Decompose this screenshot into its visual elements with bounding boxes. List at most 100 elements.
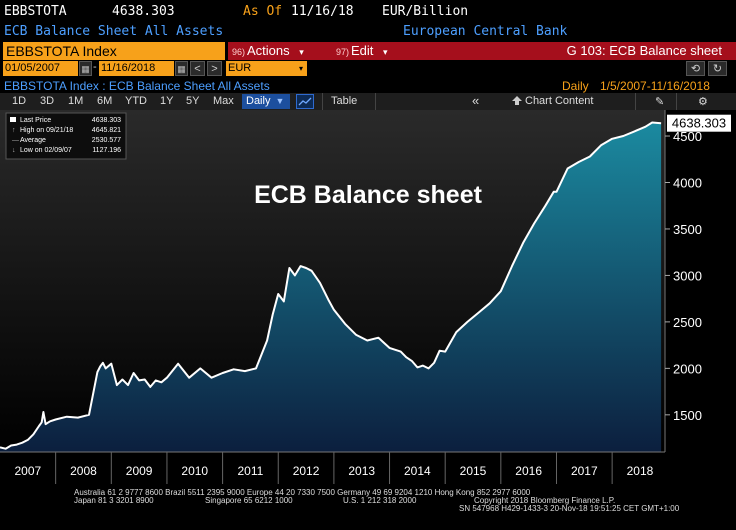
legend-low-label: Low on 02/09/07: [20, 147, 72, 154]
y-tick-label: 3500: [673, 222, 702, 237]
last-price-swatch: [10, 117, 16, 122]
page-title: G 103: ECB Balance sheet: [566, 43, 722, 58]
chart-toolbar: 1D 3D 1M 6M YTD 1Y 5Y Max Daily ▼ Table …: [0, 93, 736, 110]
x-tick-label: 2008: [70, 464, 97, 478]
footer-copyright: Copyright 2018 Bloomberg Finance L.P.: [474, 496, 616, 505]
end-date-input[interactable]: 11/16/2018: [99, 61, 174, 76]
x-tick-label: 2015: [460, 464, 487, 478]
period-1d-button[interactable]: 1D: [12, 95, 27, 107]
last-price-tag-value: 4638.303: [672, 116, 726, 131]
chevron-down-icon[interactable]: ▾: [295, 61, 307, 76]
y-tick-label: 2500: [673, 315, 702, 330]
redo-icon[interactable]: ↻: [708, 61, 727, 76]
chevron-down-icon: ▼: [275, 96, 285, 106]
calendar-icon[interactable]: ▦: [175, 61, 188, 76]
series-line: [0, 121, 662, 450]
legend-last-price-label: Last Price: [20, 117, 51, 124]
x-tick-label: 2013: [348, 464, 375, 478]
legend-high-label: High on 09/21/18: [20, 127, 73, 134]
legend-low-value: 1127.196: [92, 147, 121, 154]
legend-box: [5, 112, 127, 160]
chart-title: ECB Balance sheet: [254, 181, 483, 209]
period-1y-button[interactable]: 1Y: [160, 95, 174, 107]
source-label: European Central Bank: [403, 24, 568, 39]
period-1m-button[interactable]: 1M: [68, 95, 84, 107]
period-max-button[interactable]: Max: [213, 95, 234, 107]
table-button[interactable]: Table: [331, 95, 358, 107]
chart: 1500 2000 2500 3000 3500 4000 4500 2007 2008 200…: [0, 110, 731, 484]
actions-label: Actions: [247, 43, 290, 58]
x-tick-label: 2009: [126, 464, 153, 478]
y-tick-label: 3000: [673, 268, 702, 283]
edit-number: 97): [336, 47, 350, 57]
price-value: 4638.303: [112, 4, 175, 19]
y-tick-label: 4500: [673, 129, 702, 144]
period-6m-button[interactable]: 6M: [97, 95, 113, 107]
pencil-icon[interactable]: ✎: [655, 96, 665, 108]
previous-period-button[interactable]: <: [190, 61, 205, 76]
chart-content-icon: [512, 96, 522, 105]
currency-select[interactable]: EUR: [226, 61, 296, 76]
legend: Last Price 4638.303 High on 09/21/18 464…: [5, 112, 127, 160]
line-chart-icon[interactable]: [296, 94, 314, 109]
chevron-down-icon: ▾: [383, 47, 388, 57]
security-description: ECB Balance Sheet All Assets: [4, 24, 224, 39]
next-period-button[interactable]: >: [207, 61, 222, 76]
period-5y-button[interactable]: 5Y: [186, 95, 200, 107]
chart-content-button[interactable]: Chart Content: [512, 95, 593, 107]
frequency-value: Daily: [246, 95, 271, 107]
command-bar: EBBSTOTA Index 96) Actions ▾ 97) Edit ▾ G …: [0, 42, 736, 60]
actions-number: 96): [232, 47, 246, 57]
x-tick-label: 2018: [627, 464, 654, 478]
frequency-select[interactable]: Daily ▼: [242, 94, 290, 109]
edit-label: Edit: [351, 43, 374, 58]
footer-phone-singapore: Singapore 65 6212 1000: [205, 496, 293, 505]
frequency-label: Daily: [562, 79, 589, 93]
x-tick-label: 2012: [293, 464, 320, 478]
legend-average-label: Average: [20, 137, 46, 144]
svg-text:↑: ↑: [12, 127, 16, 134]
x-tick-label: 2010: [181, 464, 208, 478]
x-tick-label: 2017: [571, 464, 598, 478]
edit-menu-button[interactable]: 97) Edit ▾: [336, 42, 388, 61]
command-menu-bar: 96) Actions ▾ 97) Edit ▾ G 103: ECB Balanc…: [228, 42, 736, 60]
unit-label: EUR/Billion: [382, 4, 469, 19]
x-tick-label: 2016: [515, 464, 542, 478]
chart-content-label: Chart Content: [525, 95, 594, 107]
calendar-icon[interactable]: ▦: [79, 61, 92, 76]
as-of-date: 11/16/18: [291, 4, 354, 19]
security-description-row: ECB Balance Sheet All Assets European Ce…: [0, 22, 736, 42]
y-tick-label: 2000: [673, 361, 702, 376]
chevron-down-icon: ▾: [299, 47, 304, 57]
footer-phone-us: U.S. 1 212 318 2000: [343, 496, 417, 505]
footer-phone-line1: Australia 61 2 9777 8600 Brazil 5511 239…: [74, 488, 531, 497]
gear-icon[interactable]: ⚙: [698, 96, 708, 108]
y-tick-label: 4000: [673, 175, 702, 190]
chart-subtitle-row: EBBSTOTA Index : ECB Balance Sheet All A…: [0, 78, 736, 93]
footer-phone-japan: Japan 81 3 3201 8900: [74, 496, 154, 505]
date-range-label: 1/5/2007-11/16/2018: [600, 79, 710, 93]
start-date-input[interactable]: 01/05/2007: [3, 61, 78, 76]
legend-high-value: 4645.821: [92, 127, 121, 134]
legend-last-price-value: 4638.303: [92, 117, 121, 124]
ticker: EBBSTOTA: [4, 4, 67, 19]
as-of-label: As Of: [243, 4, 283, 19]
actions-menu-button[interactable]: 96) Actions ▾: [232, 42, 304, 61]
legend-average-value: 2530.577: [92, 137, 121, 144]
period-3d-button[interactable]: 3D: [40, 95, 55, 107]
period-ytd-button[interactable]: YTD: [125, 95, 147, 107]
collapse-icon[interactable]: «: [472, 93, 480, 108]
series-area: [0, 122, 662, 452]
y-tick-label: 1500: [673, 408, 702, 423]
date-range-bar: 01/05/2007 ▦ - 11/16/2018 ▦ < > EUR ▾ ⟲ …: [0, 61, 736, 77]
undo-icon[interactable]: ⟲: [686, 61, 705, 76]
svg-text:—: —: [12, 137, 19, 144]
footer-session-info: SN 547968 H429-1433-3 20-Nov-18 19:51:25…: [459, 504, 680, 513]
svg-text:↓: ↓: [12, 147, 16, 154]
security-header: EBBSTOTA 4638.303 As Of 11/16/18 EUR/Bil…: [0, 0, 736, 22]
x-tick-label: 2011: [238, 464, 264, 478]
last-price-tag: 4638.303: [667, 114, 731, 132]
index-field[interactable]: EBBSTOTA Index: [3, 42, 225, 60]
x-tick-label: 2007: [14, 464, 41, 478]
chart-subtitle: EBBSTOTA Index : ECB Balance Sheet All A…: [4, 79, 270, 93]
